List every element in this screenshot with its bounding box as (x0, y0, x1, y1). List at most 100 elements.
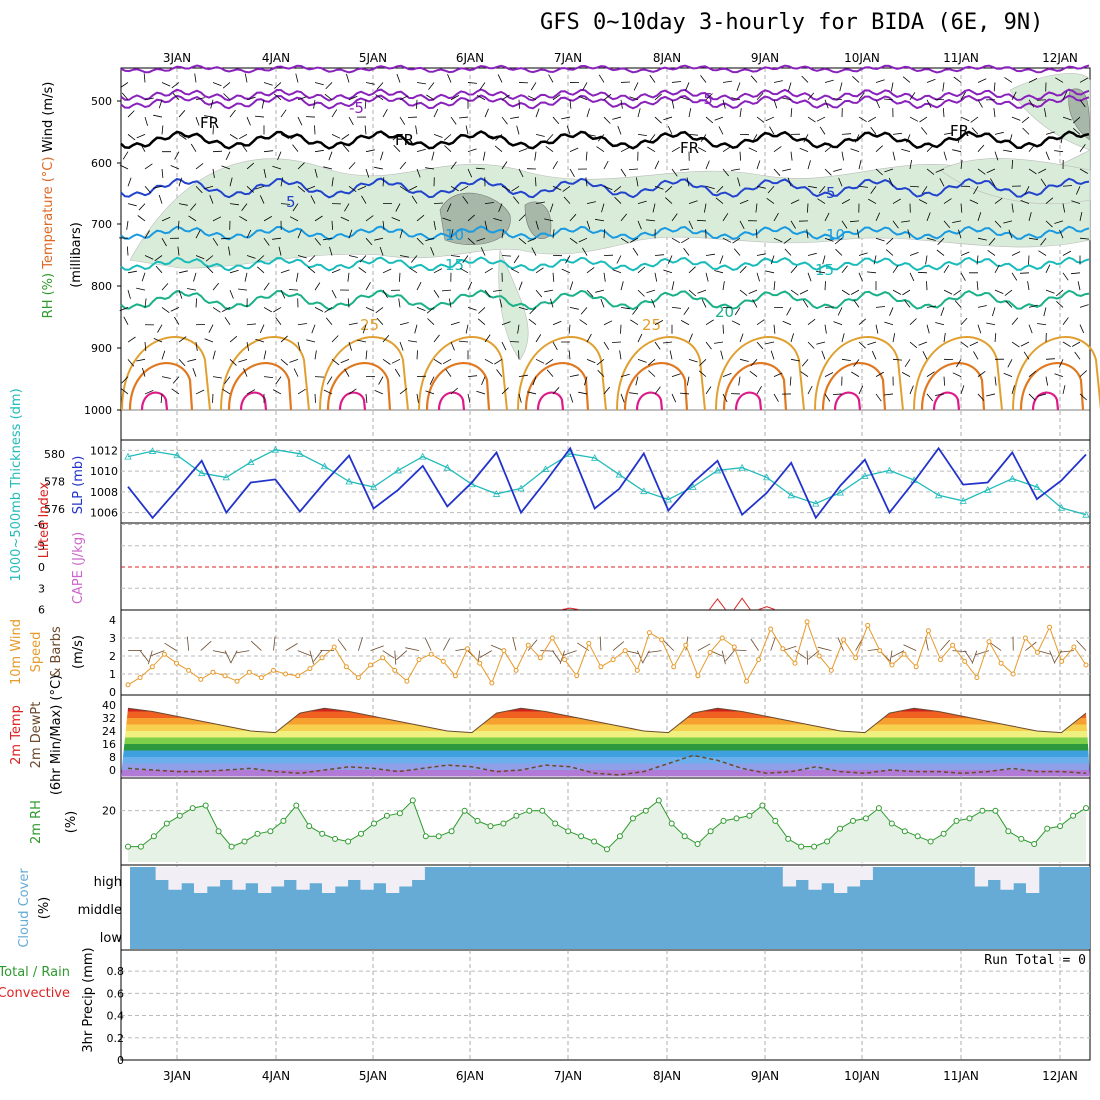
wind-barb (229, 134, 238, 140)
wind-barb (904, 300, 911, 308)
wind-barb (297, 96, 307, 101)
wind-barb (119, 164, 129, 170)
thickness-marker (320, 462, 329, 470)
wind10m-marker (416, 657, 422, 663)
slp-tick-label: 1006 (90, 507, 118, 520)
wind-barb (433, 268, 443, 274)
wind-barb (782, 97, 792, 101)
wind-barb (280, 269, 290, 274)
wind-barb (518, 237, 527, 245)
wind-barb (875, 306, 886, 308)
wind-barb (671, 168, 678, 177)
wind10m-barb (370, 645, 384, 651)
wind-barb (875, 324, 879, 334)
temp2m-label: 2m Temp (9, 705, 24, 765)
wind-barb (977, 305, 987, 308)
wind-barb (816, 271, 826, 274)
rh2m-label: 2m RH (29, 800, 44, 844)
wind-barb (561, 268, 571, 274)
wind-barb (263, 237, 270, 246)
rh2m-marker (875, 805, 882, 812)
wind-barb (688, 220, 694, 230)
wind10m-marker (355, 675, 361, 681)
wind-barb (178, 177, 182, 187)
wind-barb (246, 229, 252, 239)
wind-barb (458, 116, 469, 119)
wind-barb (801, 359, 809, 367)
wind-barb (1011, 272, 1018, 281)
wind-barb (137, 215, 146, 222)
wind-barb (178, 110, 186, 118)
wind-barb (943, 289, 953, 295)
wind-tick-label: 4 (109, 614, 116, 627)
wind-barb (1028, 78, 1038, 83)
wind-barb (629, 392, 639, 395)
wind-barb (433, 220, 436, 230)
wind-barb (272, 389, 282, 395)
cloud-high-gap (1026, 867, 1040, 893)
wind-barb (552, 229, 555, 239)
wind-barb (127, 177, 132, 187)
isotherm-label: FR (950, 122, 969, 140)
wind-barb (229, 203, 239, 206)
pressure-tick-label: 1000 (84, 404, 112, 417)
wind-barb (586, 108, 590, 118)
wind-barb (1028, 255, 1030, 265)
wind-barb (510, 268, 520, 274)
wind-barb (224, 317, 231, 325)
isotherm-minus5 (120, 94, 1090, 110)
isotherm-25 (616, 336, 706, 411)
wind-barb (819, 126, 826, 135)
wind-barb (365, 237, 373, 246)
wind-barb (807, 185, 817, 189)
wind-barb (280, 335, 288, 343)
wind-barb (416, 281, 422, 291)
rh2m-marker (616, 833, 623, 840)
rh2m-marker (409, 797, 416, 804)
wind-barb (943, 220, 951, 229)
wind-barb (939, 178, 945, 187)
wind10m-marker (489, 680, 495, 686)
wind-barb (138, 203, 146, 211)
wind-barb (646, 289, 656, 294)
wind-barb (994, 197, 1003, 204)
wind-barb (954, 300, 962, 308)
isotherm-25 (220, 336, 310, 411)
wind-barb (926, 78, 936, 83)
wind-barb (467, 375, 478, 378)
wind-barb (195, 255, 205, 260)
wind-barb (620, 147, 630, 153)
wind-barb (178, 336, 187, 343)
slp-tick-label: 1012 (90, 444, 118, 457)
wind-barb (261, 99, 265, 109)
wind-barb (348, 388, 357, 395)
wind-barb (1009, 134, 1013, 144)
wind10m-barb (697, 643, 711, 651)
wind-barb (683, 307, 690, 316)
wind-barb (378, 376, 384, 385)
wind-barb (841, 358, 851, 361)
wind-barb (597, 134, 605, 142)
wind-barb (206, 266, 214, 274)
wind-barb (244, 272, 248, 282)
wind-barb (243, 368, 248, 377)
wind10m-marker (646, 630, 652, 636)
wind-barb (705, 272, 709, 282)
wind-barb (428, 82, 435, 90)
wind-barb (616, 255, 622, 264)
wind-barb (450, 95, 460, 101)
wind-barb (858, 318, 867, 326)
wind-barb (409, 267, 418, 274)
wind-barb (651, 298, 656, 308)
wind10m-marker (901, 651, 907, 657)
wind-barb (841, 151, 844, 161)
wind-barb (603, 320, 613, 326)
wind-barb (501, 229, 504, 239)
wind-barb (603, 93, 612, 101)
wind-barb (566, 125, 571, 135)
wind10m-barb (599, 636, 602, 651)
rh2m-marker (1018, 835, 1025, 842)
wind-barb (1044, 108, 1047, 118)
wind-barb (586, 289, 594, 297)
wind-barb (364, 125, 367, 135)
